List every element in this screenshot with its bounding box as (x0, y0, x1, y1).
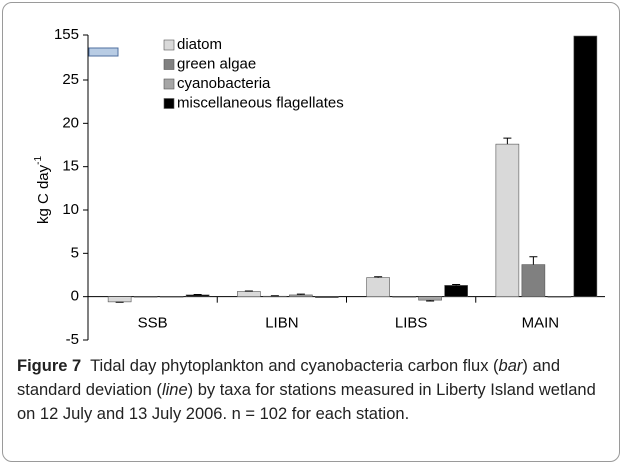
legend-swatch (163, 78, 175, 90)
bar (521, 264, 546, 297)
y-tick-label: 155 (54, 26, 79, 43)
legend-swatch (163, 98, 175, 109)
caption-label: Figure 7 (17, 357, 82, 375)
y-axis-label: kg C day-1 (33, 156, 52, 225)
bar (444, 285, 468, 297)
bar (366, 277, 390, 297)
x-tick-label: MAIN (522, 315, 560, 332)
y-tick-label: -5 (66, 331, 79, 348)
y-tick-label: 5 (71, 244, 79, 261)
caption-italic: bar (498, 357, 523, 375)
error-bar (296, 293, 305, 295)
x-tick-label: LIBN (265, 315, 298, 332)
legend-label: green algae (177, 55, 256, 72)
bar (573, 35, 598, 297)
bar (263, 295, 287, 298)
legend-label: diatom (177, 36, 222, 53)
bar (185, 294, 210, 297)
y-tick-label: 0 (71, 288, 79, 305)
bar (392, 296, 416, 298)
bar (289, 294, 313, 297)
legend-label: cyanobacteria (177, 75, 271, 92)
error-bar (374, 276, 383, 278)
legend-label: miscellaneous flagellates (177, 94, 344, 111)
bar (495, 143, 520, 297)
chart: kg C day-1 -5 0 5 10 15 20 25 155 SSB LIBN LIBS MAI… (33, 26, 605, 348)
frame (2, 2, 620, 462)
caption-text: ) by taxa for stations measured in Liber… (17, 381, 596, 423)
axis-break (88, 47, 119, 57)
bar (547, 296, 572, 298)
error-bar (452, 284, 461, 286)
error-bar (503, 137, 512, 145)
y-label-text: kg C day (35, 164, 52, 224)
y-tick-label: 15 (62, 158, 79, 175)
y-label-sup: -1 (33, 156, 44, 165)
error-bar (529, 256, 538, 265)
caption-text: Tidal day phytoplankton and cyanobacteri… (90, 357, 499, 375)
bar (315, 296, 339, 298)
error-bar (426, 300, 435, 302)
caption-text: ) and standard deviation ( (17, 357, 561, 399)
legend-swatch (163, 59, 175, 70)
x-tick-label: LIBS (395, 315, 428, 332)
y-tick-label: 10 (62, 201, 79, 218)
y-tick-label: 25 (62, 71, 79, 88)
caption: Figure 7 Tidal day phytoplankton and cya… (17, 354, 613, 426)
y-tick-label: 20 (62, 114, 79, 131)
bar (107, 296, 132, 303)
x-tick-label: SSB (138, 315, 168, 332)
bar (159, 296, 184, 298)
bar (237, 291, 261, 297)
bar (133, 296, 158, 298)
bar (418, 296, 442, 301)
caption-italic: line (161, 381, 188, 399)
legend-swatch (163, 39, 175, 51)
